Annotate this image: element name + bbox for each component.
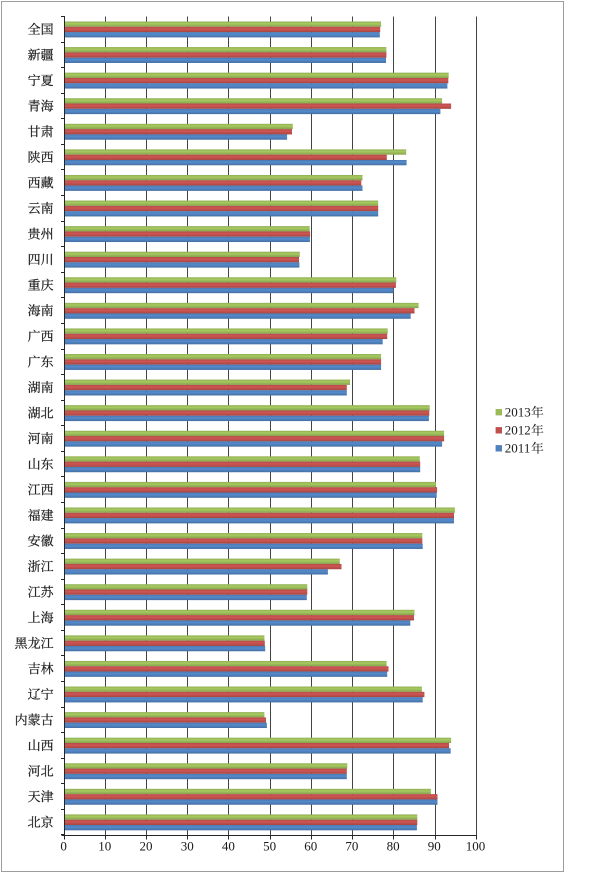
svg-text:2013: 2013 xyxy=(505,404,531,419)
svg-text:90: 90 xyxy=(428,839,441,854)
svg-text:30: 30 xyxy=(181,839,194,854)
svg-text:10: 10 xyxy=(98,839,111,854)
svg-text:80: 80 xyxy=(387,839,400,854)
svg-text:2011: 2011 xyxy=(505,441,531,456)
svg-text:40: 40 xyxy=(222,839,235,854)
svg-text:0: 0 xyxy=(60,839,67,854)
svg-text:60: 60 xyxy=(304,839,317,854)
svg-text:70: 70 xyxy=(345,839,358,854)
svg-text:2012: 2012 xyxy=(505,423,531,438)
svg-text:50: 50 xyxy=(263,839,276,854)
svg-text:100: 100 xyxy=(466,839,486,854)
svg-text:20: 20 xyxy=(140,839,153,854)
